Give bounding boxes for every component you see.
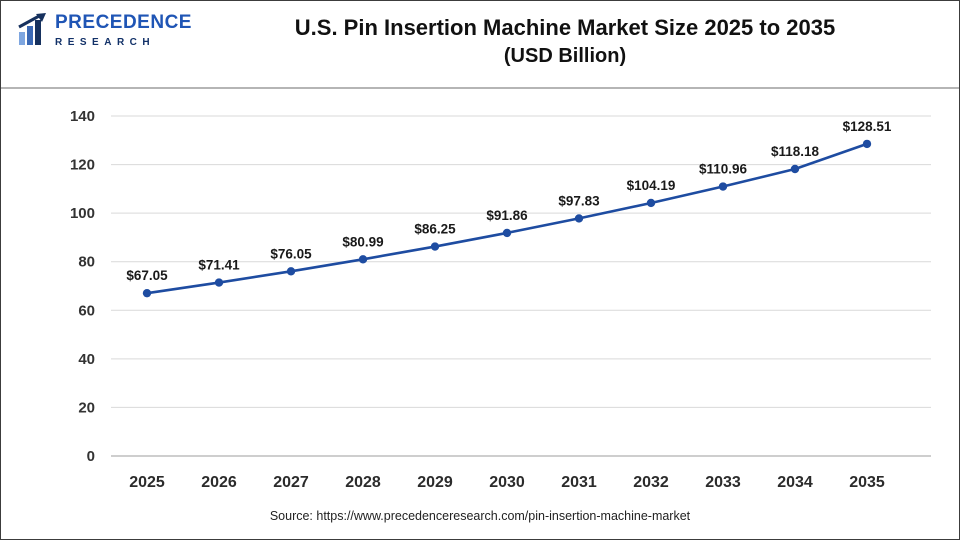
- x-tick-label: 2028: [345, 474, 381, 491]
- data-point: [574, 214, 584, 223]
- x-tick-label: 2027: [273, 474, 309, 491]
- data-point: [718, 182, 728, 191]
- y-tick-label: 100: [70, 205, 95, 222]
- logo: PRECEDENCE RESEARCH: [17, 12, 192, 52]
- x-tick-label: 2031: [561, 474, 597, 491]
- data-label: $104.19: [627, 178, 676, 193]
- chart-title-line1: U.S. Pin Insertion Machine Market Size 2…: [294, 15, 836, 40]
- y-tick-label: 60: [78, 302, 95, 319]
- data-label: $71.41: [198, 258, 240, 273]
- x-tick-label: 2025: [129, 474, 165, 491]
- y-tick-label: 0: [87, 448, 95, 465]
- data-point: [790, 164, 800, 174]
- x-tick-label: 2030: [489, 474, 525, 491]
- chart-title-line2: (USD Billion): [503, 44, 627, 67]
- x-tick-label: 2029: [417, 474, 453, 491]
- y-tick-label: 40: [78, 351, 95, 368]
- data-point: [646, 198, 656, 208]
- y-tick-label: 80: [78, 254, 95, 271]
- data-point: [286, 267, 296, 276]
- data-point: [502, 228, 512, 238]
- data-label: $97.83: [558, 193, 600, 208]
- logo-bars-arrow-icon: [17, 13, 49, 52]
- x-tick-label: 2034: [777, 474, 813, 491]
- data-point: [862, 139, 872, 149]
- data-label: $76.05: [270, 246, 312, 261]
- logo-text: PRECEDENCE RESEARCH: [55, 12, 192, 48]
- logo-wordmark: PRECEDENCE: [55, 12, 192, 33]
- data-label: $110.96: [699, 162, 748, 177]
- source-text: Source: https://www.precedenceresearch.c…: [269, 509, 691, 523]
- data-point: [430, 242, 440, 251]
- data-label: $80.99: [342, 234, 383, 249]
- x-tick-label: 2033: [705, 474, 741, 491]
- chart-title: U.S. Pin Insertion Machine Market Size 2…: [171, 13, 959, 69]
- x-tick-label: 2035: [849, 474, 885, 491]
- header: PRECEDENCE RESEARCH U.S. Pin Insertion M…: [1, 1, 959, 89]
- data-point: [358, 255, 368, 264]
- y-tick-label: 140: [70, 108, 95, 125]
- x-tick-label: 2032: [633, 474, 669, 491]
- data-label: $118.18: [771, 144, 820, 159]
- data-label: $67.05: [126, 268, 168, 283]
- data-label: $128.51: [843, 119, 892, 134]
- data-label: $91.86: [486, 208, 528, 223]
- x-tick-label: 2026: [201, 474, 237, 491]
- y-tick-label: 120: [70, 157, 95, 174]
- data-point: [214, 278, 224, 287]
- y-tick-label: 20: [78, 399, 95, 416]
- data-point: [142, 288, 152, 298]
- chart-area: 0 20 40 60 80 100 120 140 $67.05 2025 $71.41 2026 $7…: [1, 91, 960, 505]
- data-label: $86.25: [414, 222, 456, 237]
- logo-subtitle: RESEARCH: [55, 36, 156, 48]
- chart-svg: 0 20 40 60 80 100 120 140 $67.05 2025 $71.41 2026 $7…: [70, 108, 931, 491]
